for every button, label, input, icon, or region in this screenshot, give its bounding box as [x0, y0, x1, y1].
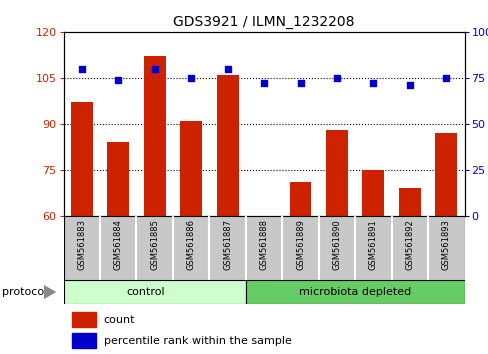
- Text: protocol: protocol: [2, 287, 48, 297]
- Point: [260, 81, 267, 86]
- Text: GSM561893: GSM561893: [441, 219, 450, 270]
- Point: [223, 66, 231, 72]
- Text: GSM561888: GSM561888: [259, 219, 268, 270]
- Bar: [216, 75, 238, 354]
- Bar: [289, 182, 311, 354]
- Text: GSM561892: GSM561892: [405, 219, 413, 270]
- Text: GSM561884: GSM561884: [114, 219, 122, 270]
- Title: GDS3921 / ILMN_1232208: GDS3921 / ILMN_1232208: [173, 16, 354, 29]
- Bar: [71, 312, 96, 327]
- Point: [150, 66, 158, 72]
- Bar: [253, 216, 274, 354]
- Bar: [398, 188, 420, 354]
- Bar: [107, 142, 129, 354]
- Text: percentile rank within the sample: percentile rank within the sample: [103, 336, 291, 346]
- Bar: [362, 170, 384, 354]
- Point: [78, 66, 85, 72]
- Text: control: control: [126, 287, 164, 297]
- Text: GSM561890: GSM561890: [332, 219, 341, 270]
- Text: microbiota depleted: microbiota depleted: [299, 287, 410, 297]
- Bar: [434, 133, 456, 354]
- Text: GSM561891: GSM561891: [368, 219, 377, 270]
- Text: GSM561887: GSM561887: [223, 219, 232, 270]
- Text: count: count: [103, 315, 135, 325]
- Bar: [325, 130, 347, 354]
- Text: GSM561886: GSM561886: [186, 219, 195, 270]
- Point: [369, 81, 377, 86]
- Bar: [180, 121, 202, 354]
- Point: [405, 82, 413, 88]
- Point: [187, 75, 195, 81]
- Point: [442, 75, 449, 81]
- Bar: [245, 280, 464, 304]
- Point: [296, 81, 304, 86]
- Point: [114, 77, 122, 82]
- Text: GSM561889: GSM561889: [295, 219, 305, 270]
- Bar: [63, 280, 245, 304]
- Text: GSM561883: GSM561883: [77, 219, 86, 270]
- Bar: [71, 333, 96, 348]
- Bar: [71, 102, 93, 354]
- Text: GSM561885: GSM561885: [150, 219, 159, 270]
- Point: [332, 75, 340, 81]
- Bar: [143, 56, 165, 354]
